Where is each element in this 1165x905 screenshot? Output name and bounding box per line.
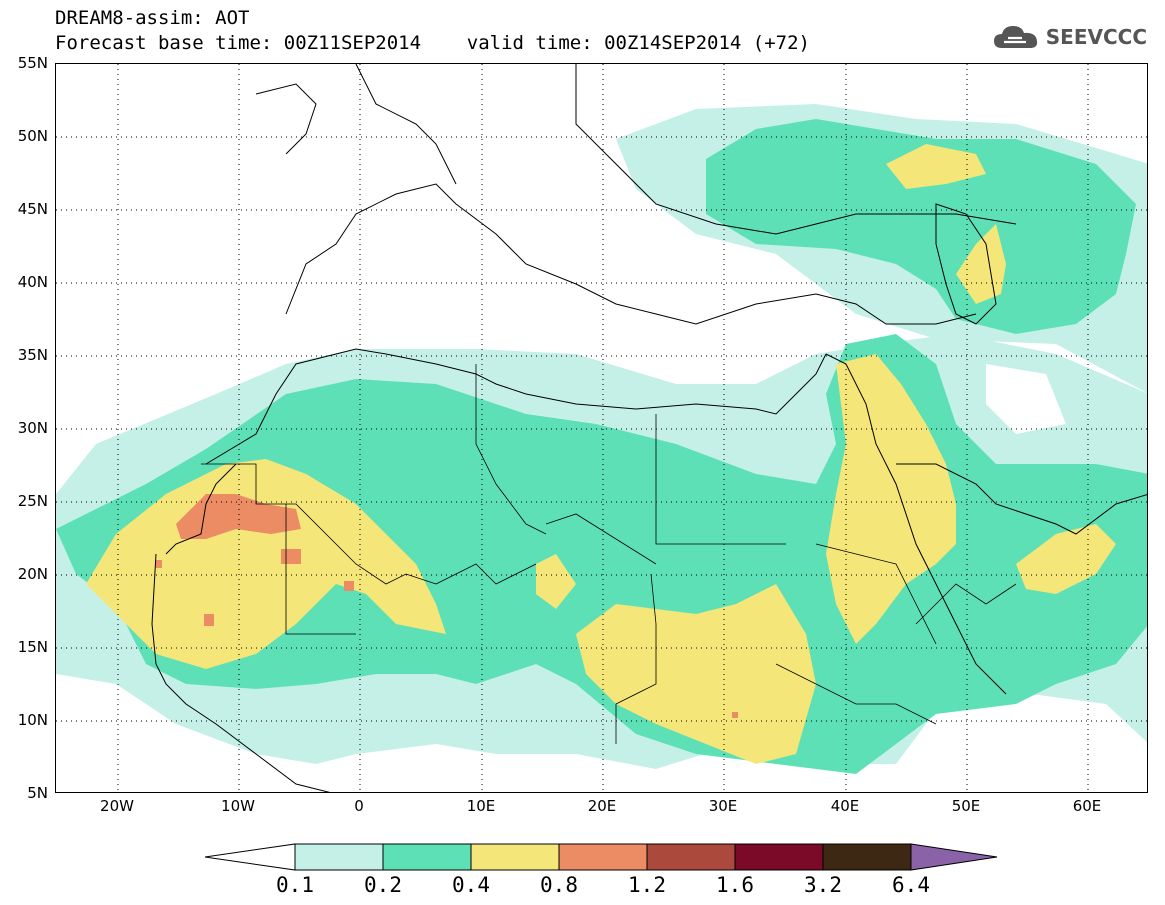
colorbar-label: 6.4 bbox=[892, 873, 930, 897]
colorbar bbox=[205, 843, 998, 871]
lon-label: 20E bbox=[587, 797, 617, 815]
colorbar-segment bbox=[382, 843, 472, 871]
colorbar-label: 3.2 bbox=[804, 873, 842, 897]
lon-label: 20W bbox=[100, 797, 134, 815]
logo: SEEVCCC bbox=[992, 22, 1147, 52]
aot-0-4-field bbox=[86, 144, 1116, 764]
lon-label: 50E bbox=[951, 797, 981, 815]
colorbar-label: 1.2 bbox=[628, 873, 666, 897]
coastlines bbox=[151, 64, 1147, 792]
colorbar-low-arrow bbox=[205, 843, 296, 871]
lon-label: 0 bbox=[354, 797, 364, 815]
colorbar-segment bbox=[558, 843, 648, 871]
colorbar-high-arrow bbox=[910, 843, 998, 871]
lat-label: 45N bbox=[17, 200, 48, 218]
colorbar-label: 0.4 bbox=[452, 873, 490, 897]
lon-label: 10W bbox=[221, 797, 255, 815]
colorbar-segment bbox=[646, 843, 736, 871]
map-title: DREAM8-assim: AOT bbox=[55, 7, 250, 29]
country-borders bbox=[201, 364, 1017, 744]
cloud-icon bbox=[993, 26, 1037, 48]
colorbar-label: 0.2 bbox=[364, 873, 402, 897]
graticule bbox=[56, 64, 1147, 792]
lon-label: 10E bbox=[466, 797, 496, 815]
lat-label: 50N bbox=[17, 127, 48, 145]
lat-label: 55N bbox=[17, 54, 48, 72]
map-area bbox=[55, 63, 1148, 793]
map-canvas bbox=[56, 64, 1147, 792]
lon-label: 60E bbox=[1072, 797, 1102, 815]
lat-label: 10N bbox=[17, 711, 48, 729]
lat-label: 5N bbox=[27, 784, 48, 802]
lon-label: 40E bbox=[830, 797, 860, 815]
colorbar-label: 1.6 bbox=[716, 873, 754, 897]
lat-label: 30N bbox=[17, 419, 48, 437]
colorbar-label: 0.8 bbox=[540, 873, 578, 897]
lat-label: 35N bbox=[17, 346, 48, 364]
colorbar-segment bbox=[294, 843, 384, 871]
colorbar-label: 0.1 bbox=[276, 873, 314, 897]
lat-label: 25N bbox=[17, 492, 48, 510]
colorbar-segment bbox=[470, 843, 560, 871]
colorbar-segment bbox=[822, 843, 912, 871]
forecast-time-label: Forecast base time: 00Z11SEP2014 valid t… bbox=[55, 32, 810, 54]
logo-text: SEEVCCC bbox=[1045, 25, 1147, 49]
lat-label: 15N bbox=[17, 638, 48, 656]
lat-label: 40N bbox=[17, 273, 48, 291]
lat-label: 20N bbox=[17, 565, 48, 583]
lon-label: 30E bbox=[708, 797, 738, 815]
colorbar-segment bbox=[734, 843, 824, 871]
